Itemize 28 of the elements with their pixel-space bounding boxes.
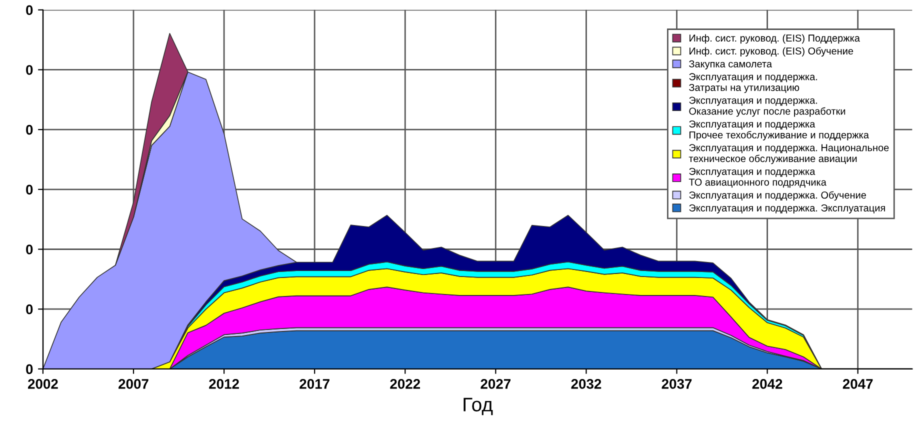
x-tick-label: 2037 <box>662 379 692 389</box>
text: 0 <box>26 304 33 314</box>
x-tick-label: 2027 <box>480 379 511 389</box>
legend-label: Эксплуатация и поддержка. Обучение <box>689 191 866 201</box>
text: 0 <box>26 184 33 195</box>
x-tick-label: 2017 <box>300 379 330 389</box>
text: 0 <box>26 364 33 374</box>
legend-label: Эксплуатация и поддержка Прочее техобслуживание и поддержка <box>689 120 869 140</box>
x-tick-label: 2002 <box>28 379 58 389</box>
legend-label: Эксплуатация и поддержка. Оказание услуг после разработки <box>689 96 846 117</box>
text: 0 <box>26 65 33 75</box>
x-tick-label: 2012 <box>209 379 239 389</box>
x-tick-label: 2032 <box>571 379 602 389</box>
text: 0 <box>26 244 33 254</box>
legend-label: Эксплуатация и поддержка. Национальное техническое обслуживание авиации <box>688 144 889 164</box>
legend-label: Закупка самолета <box>689 60 772 70</box>
text: 0 <box>26 5 33 16</box>
x-tick-label: 2047 <box>842 379 873 389</box>
x-tick-label: 2007 <box>118 379 148 389</box>
x-tick-label: 2022 <box>390 379 420 389</box>
x-tick-label: 2042 <box>752 379 782 389</box>
x-axis-title: Год <box>464 398 493 416</box>
legend-label: Инф. сист. руковод. (EIS) Поддержка <box>690 34 860 44</box>
text: 0 <box>26 124 33 135</box>
legend-label: Инф. сист. руковод. (EIS) Обучение <box>690 47 854 57</box>
legend-label: Эксплуатация и поддержка. Затраты на утилизацию <box>689 73 818 94</box>
legend-label: Эксплуатация и поддержка ТО авиационного подрядчика <box>688 168 826 188</box>
legend-label: Эксплуатация и поддержка. Эксплуатация <box>689 204 885 214</box>
